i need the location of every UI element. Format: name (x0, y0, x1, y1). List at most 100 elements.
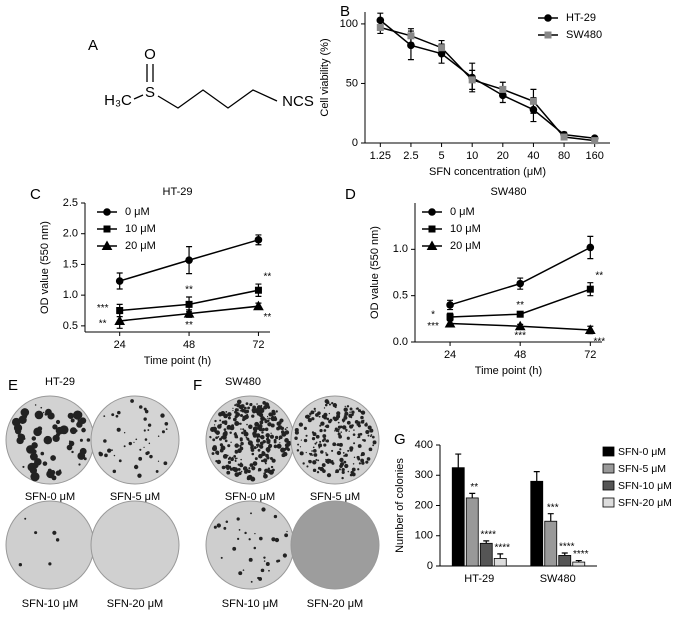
image-caption: SFN-5 μM (110, 491, 160, 503)
colony (323, 429, 327, 432)
colony (223, 428, 227, 431)
bar (479, 542, 493, 567)
colony (286, 426, 288, 429)
colony (103, 439, 107, 443)
colony (216, 459, 222, 465)
colony (81, 427, 86, 433)
colony (256, 446, 259, 448)
colony (252, 426, 258, 432)
colony (103, 415, 106, 418)
colony (20, 408, 30, 417)
colony (325, 453, 329, 457)
colony (335, 469, 340, 474)
colony (270, 432, 272, 434)
colony (116, 427, 121, 432)
colony (286, 530, 288, 533)
colony (144, 409, 149, 414)
significance-label: *** (97, 303, 109, 314)
colony (315, 413, 318, 416)
colony (256, 436, 259, 439)
colony (260, 416, 265, 421)
colony (18, 563, 22, 567)
colony (267, 422, 272, 427)
colony (331, 402, 334, 405)
colony (157, 435, 160, 437)
colony (67, 412, 74, 419)
colony (238, 472, 241, 476)
dish (205, 500, 295, 590)
colony (16, 436, 24, 445)
colony (337, 428, 340, 431)
colony (155, 470, 159, 473)
colony (337, 430, 340, 433)
dish (90, 395, 180, 485)
colony (240, 470, 243, 473)
significance-label: * (431, 310, 435, 321)
marker (185, 300, 193, 308)
colony (239, 444, 242, 448)
colony (351, 467, 356, 472)
colony (219, 443, 224, 447)
colony (18, 425, 22, 429)
significance-label: *** (514, 331, 526, 342)
colony (365, 429, 370, 435)
colony (47, 412, 55, 420)
colony (138, 405, 143, 409)
colony (326, 417, 330, 421)
error-bar (575, 559, 582, 563)
colony (48, 562, 52, 566)
colony (42, 411, 45, 414)
significance-label: ** (185, 285, 193, 296)
colony (371, 435, 375, 439)
colony (353, 456, 356, 459)
marker (516, 310, 524, 318)
colony (242, 428, 245, 431)
colony (246, 413, 249, 416)
colony (246, 423, 248, 426)
colony (325, 458, 327, 461)
colony (40, 406, 43, 409)
colony (342, 425, 347, 430)
panel-label: D (345, 186, 356, 203)
colony (117, 410, 121, 415)
colony (249, 463, 254, 467)
colony (261, 507, 266, 512)
colony (247, 406, 250, 410)
colony (260, 407, 265, 412)
colony (248, 424, 253, 429)
colony (269, 412, 273, 415)
colony (269, 434, 275, 439)
colony (299, 451, 304, 456)
legend-label: 10 μM (125, 223, 156, 235)
colony (227, 416, 231, 420)
colony (163, 461, 168, 466)
colony (161, 430, 165, 434)
y-tick-label: 200 (415, 499, 433, 511)
marker (253, 300, 264, 311)
colony (55, 419, 61, 425)
colony (123, 432, 126, 434)
colony (270, 423, 275, 428)
colony (224, 414, 226, 417)
colony (336, 414, 341, 419)
colony (360, 420, 365, 424)
legend-label: 10 μM (450, 223, 481, 235)
marker (183, 308, 195, 318)
colony (17, 433, 23, 439)
legend-label: SFN-20 μM (618, 497, 672, 509)
panel-label: E (8, 377, 18, 394)
colony (222, 434, 224, 437)
colony (317, 411, 321, 415)
marker (185, 256, 193, 264)
colony (148, 442, 151, 445)
colony (263, 473, 268, 479)
colony (336, 450, 342, 456)
colony (349, 414, 351, 417)
x-tick-label: 24 (444, 349, 456, 361)
colony (310, 410, 315, 415)
colony (113, 454, 116, 457)
colony (243, 409, 248, 414)
dish (90, 500, 180, 590)
colony (227, 444, 231, 448)
y-axis-label: OD value (550 nm) (39, 221, 51, 314)
